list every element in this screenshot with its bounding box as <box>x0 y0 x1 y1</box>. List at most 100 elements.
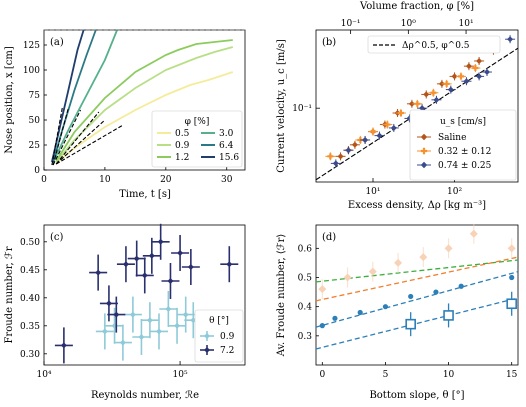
panel-b: (b) 10¹ 10² 10⁻¹ 10⁻¹ 10⁰ 10¹ Volume fraction… <box>276 1 519 211</box>
data-point <box>419 105 426 112</box>
legend-label-1: 0.32 ± 0.12 <box>438 147 491 157</box>
data-point <box>444 244 453 253</box>
data-point <box>394 258 403 267</box>
panel-b-ytick-label: 10⁻¹ <box>292 104 312 114</box>
fit-line-3 <box>52 109 82 166</box>
legend-label-2: 0.74 ± 0.25 <box>438 161 492 171</box>
data-point <box>443 80 450 87</box>
data-point <box>447 86 454 93</box>
data-point <box>451 73 458 80</box>
data-point <box>509 274 515 281</box>
legend-label-0.9: 0.9 <box>175 141 190 151</box>
panel-b-legend-title: u_s [cm/s] <box>440 117 486 127</box>
data-point <box>60 342 67 349</box>
data-point <box>182 311 189 318</box>
fit-line-3 <box>315 297 519 350</box>
data-point <box>369 128 376 135</box>
data-point <box>119 339 126 346</box>
data-point <box>101 328 108 335</box>
data-point <box>376 132 383 139</box>
panel-b-ylabel: Current velocity, u_c [m/s] <box>276 39 287 173</box>
data-point <box>155 328 162 335</box>
panel-d-frame <box>315 224 519 366</box>
data-point <box>226 261 233 268</box>
data-point <box>113 311 120 318</box>
data-point <box>148 252 155 259</box>
data-point <box>362 136 369 143</box>
data-point <box>419 253 428 262</box>
panel-a-xlabel: Time, t [s] <box>119 189 171 200</box>
panel-b-fit-legend: Δρ^0.5, φ^0.5 <box>367 35 501 54</box>
data-point <box>177 250 184 256</box>
panel-c-legend: θ [°] 0.9 7.2 <box>194 309 244 363</box>
data-point <box>332 160 339 167</box>
fit-line-4 <box>52 107 69 166</box>
data-point <box>105 300 112 307</box>
data-point <box>146 317 153 324</box>
panel-a-ytick-label: 0 <box>34 166 40 176</box>
panel-b-top-xlabel: Volume fraction, φ [%] <box>359 1 474 12</box>
legend-label-3.0: 3.0 <box>219 129 234 139</box>
data-point <box>319 323 325 329</box>
panel-c-legend-title: θ [°] <box>209 316 229 326</box>
legend-marker-0 <box>420 133 428 141</box>
data-point <box>507 36 514 43</box>
panel-c-ytick-label: 0.30 <box>20 350 40 360</box>
fit-line-1 <box>55 119 106 165</box>
data-point <box>408 293 414 300</box>
legend-marker-1 <box>204 347 210 353</box>
legend-marker-0 <box>204 333 210 339</box>
data-point <box>187 264 194 270</box>
data-point <box>95 269 102 276</box>
panel-d-ytick-label: 0.3 <box>298 332 313 342</box>
data-point <box>129 311 136 318</box>
data-point <box>443 310 454 321</box>
data-point <box>133 255 140 262</box>
data-point <box>382 304 389 310</box>
fit-line-2 <box>55 111 100 165</box>
fit-line-5 <box>51 107 63 166</box>
data-point <box>506 298 517 310</box>
panel-a-ytick-label: 50 <box>29 116 41 126</box>
panel-b-label: (b) <box>322 37 336 48</box>
data-point <box>458 73 465 80</box>
panel-b-frame <box>315 29 519 183</box>
panel-c: (c) 10⁴ 10⁵ 0.30 0.35 0.40 0.45 0.50 Reynolds … <box>4 223 246 401</box>
data-point <box>332 315 338 321</box>
fit-line-0 <box>55 124 124 165</box>
panel-a-xtick-label: 0 <box>41 175 47 185</box>
data-point <box>174 322 181 329</box>
panel-a-ytick-label: 125 <box>23 41 40 51</box>
panel-c-frame <box>43 224 246 366</box>
panel-d-ylabel: Av. Froude number, ⟨ℱr⟩ <box>276 234 287 358</box>
legend-label-1: 7.2 <box>220 346 234 356</box>
data-point <box>337 153 344 160</box>
panel-d-ytick-label: 0.6 <box>298 244 313 254</box>
panel-c-ytick-label: 0.50 <box>20 238 40 248</box>
legend-label-0.5: 0.5 <box>175 129 190 139</box>
fit-line-1 <box>315 256 519 302</box>
series-line-0.5 <box>55 71 234 164</box>
panel-b-top-xtick-label: 10¹ <box>459 19 474 29</box>
panel-d-label: (d) <box>322 232 336 243</box>
panel-a-ytick-label: 25 <box>29 141 41 151</box>
data-point <box>483 69 490 76</box>
data-point <box>408 100 415 107</box>
panel-c-ytick-label: 0.45 <box>20 266 40 276</box>
data-point <box>384 121 391 128</box>
data-point <box>433 289 439 295</box>
panel-a-legend-title: φ [%] <box>185 117 210 127</box>
data-point <box>414 100 421 107</box>
panel-b-xtick-label: 10² <box>447 187 462 197</box>
data-point <box>167 278 174 284</box>
data-point <box>476 57 483 64</box>
panel-d: (d) 0 5 10 15 0.3 0.4 0.5 0.6 Bottom slope, θ [… <box>276 223 519 401</box>
legend-label-15.6: 15.6 <box>219 153 239 163</box>
panel-d-xtick-label: 10 <box>443 370 455 380</box>
fit-line-2 <box>315 271 519 328</box>
data-point <box>390 124 397 131</box>
data-point <box>351 141 358 148</box>
data-point <box>472 65 479 72</box>
data-point <box>476 73 483 80</box>
